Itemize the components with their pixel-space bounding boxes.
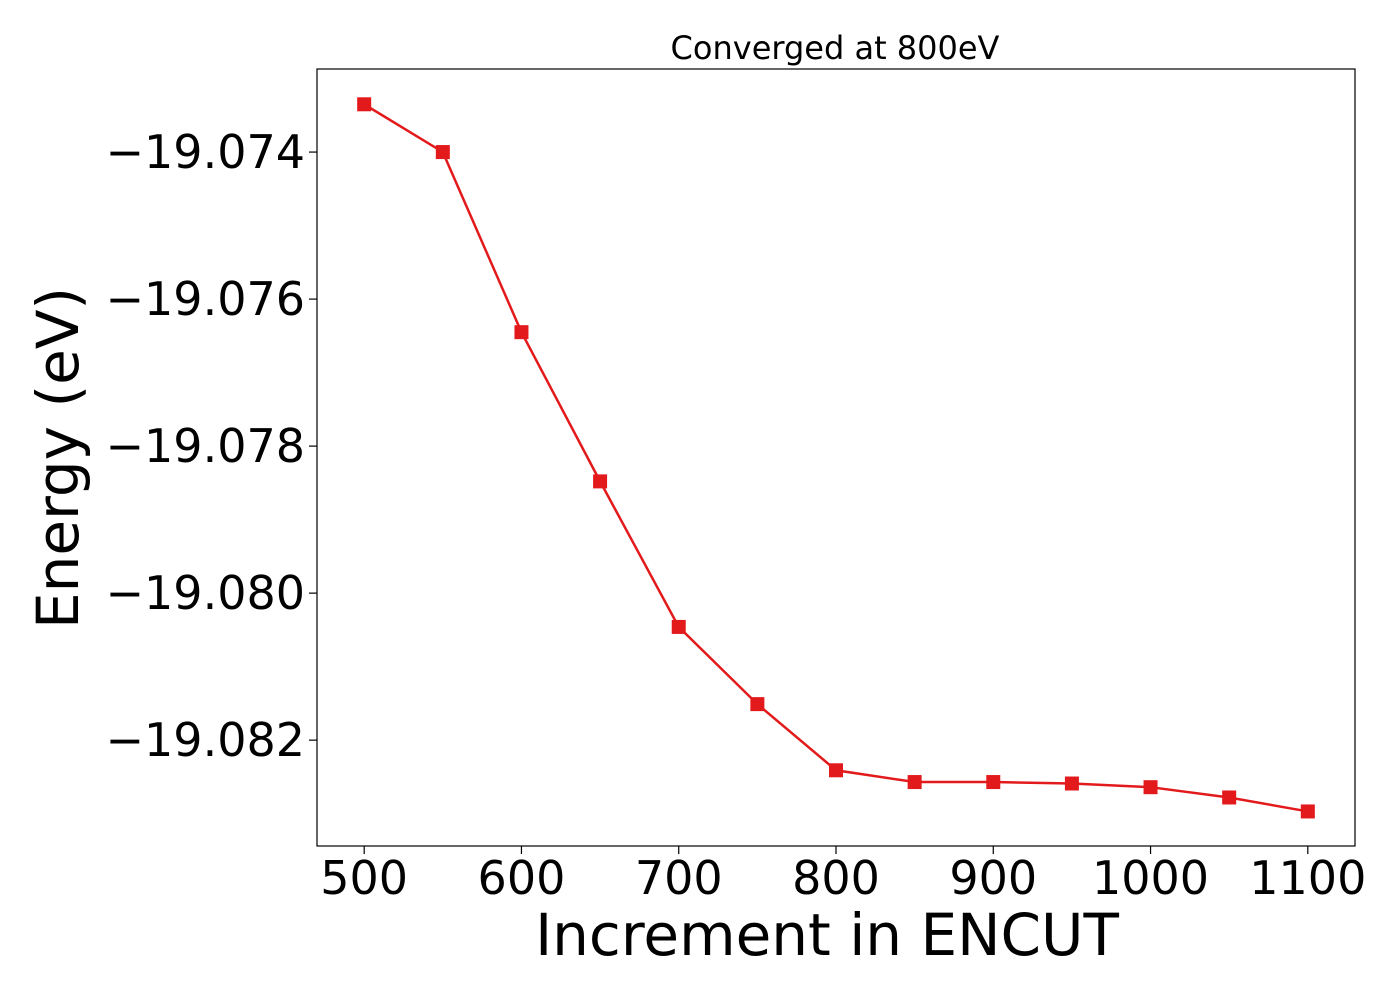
y-tick-label: −19.078 <box>106 419 306 473</box>
y-tick-label: −19.080 <box>106 566 306 620</box>
x-tick-label: 900 <box>949 851 1037 905</box>
x-tick-label: 700 <box>635 851 723 905</box>
data-point-marker <box>829 763 843 778</box>
data-point-marker <box>1143 780 1158 795</box>
x-tick-label: 600 <box>478 851 566 905</box>
chart-title: Converged at 800eV <box>671 29 1000 67</box>
data-point-marker <box>1064 776 1079 791</box>
data-point-marker <box>986 775 1001 790</box>
plot-frame <box>316 68 1356 847</box>
data-point-marker <box>357 97 372 112</box>
x-tick-label: 500 <box>320 851 408 905</box>
y-tick-label: −19.074 <box>106 125 306 179</box>
x-tick-label: 800 <box>792 851 880 905</box>
x-tick-label: 1000 <box>1092 851 1209 905</box>
data-point-marker <box>907 775 922 790</box>
data-point-marker <box>1222 790 1237 805</box>
data-point-marker <box>593 474 608 489</box>
data-point-marker <box>435 145 450 160</box>
x-tick-label: 1100 <box>1249 851 1366 905</box>
data-point-marker <box>750 697 765 712</box>
data-point-marker <box>1300 804 1315 819</box>
y-tick-label: −19.076 <box>106 272 306 326</box>
y-axis-label: Energy (eV) <box>24 287 92 629</box>
plot-area: 500 600 700 800 900 1000 1100 −19.074 −19.076 −19… <box>106 68 1366 905</box>
data-point-marker <box>514 325 529 340</box>
x-axis-label: Increment in ENCUT <box>535 901 1119 969</box>
y-tick-label: −19.082 <box>106 713 306 767</box>
series-line <box>363 103 1309 813</box>
data-point-marker <box>671 619 686 634</box>
